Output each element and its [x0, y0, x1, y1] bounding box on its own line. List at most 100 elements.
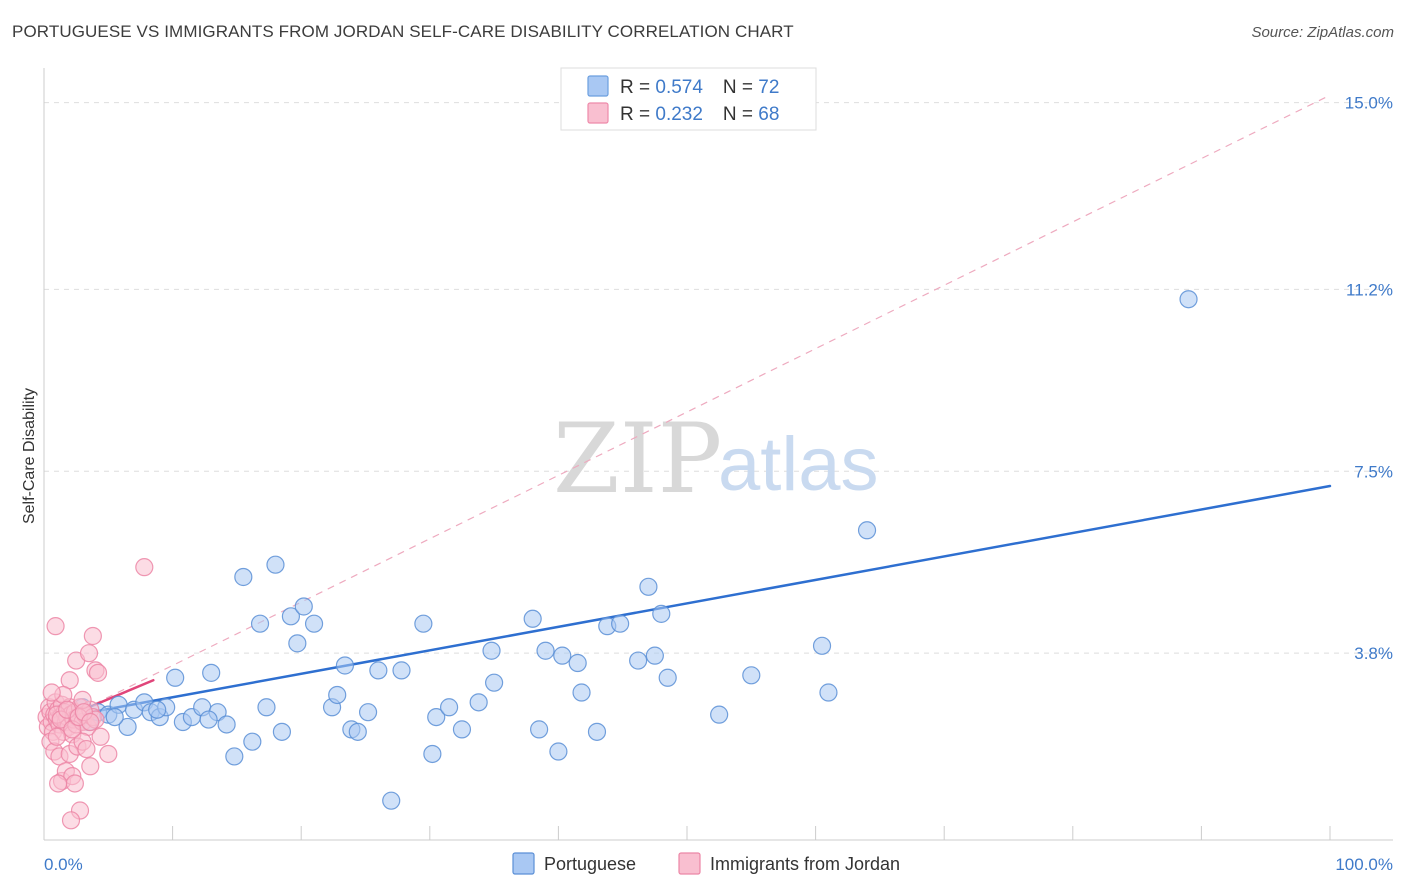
- jordan-point: [47, 727, 66, 746]
- portuguese-point: [439, 698, 459, 717]
- jordan-point: [49, 774, 68, 793]
- legend-row-jordan: R = 0.232 N = 68: [620, 104, 779, 125]
- legend-n-label: N =: [723, 77, 758, 98]
- portuguese-point: [257, 698, 276, 717]
- jordan-point: [81, 757, 100, 776]
- jordan-point: [91, 727, 110, 746]
- portuguese-point: [234, 567, 253, 587]
- jordan-trend-extension: [47, 94, 1331, 728]
- chart-title: PORTUGUESE VS IMMIGRANTS FROM JORDAN SEL…: [12, 22, 794, 41]
- portuguese-point: [469, 693, 488, 712]
- bottom-legend-swatch-jordan: [678, 852, 701, 875]
- portuguese-point: [281, 607, 301, 626]
- x-tick-label-min: 0.0%: [44, 855, 83, 874]
- trend-lines: [46, 94, 1332, 728]
- legend-n-label: N =: [723, 104, 758, 125]
- bottom-legend-swatch-portuguese: [512, 852, 535, 875]
- jordan-point: [81, 712, 100, 732]
- portuguese-point: [118, 717, 137, 737]
- jordan-point: [46, 617, 65, 636]
- grid-lines: [44, 102, 1393, 654]
- portuguese-point: [294, 597, 313, 616]
- watermark-zip: ZIP: [553, 403, 722, 515]
- jordan-point: [42, 683, 61, 702]
- legend-r-value: 0.574: [655, 77, 703, 98]
- portuguese-point: [335, 656, 355, 675]
- portuguese-point: [272, 722, 292, 741]
- legend-r-value: 0.232: [655, 104, 703, 125]
- portuguese-point: [148, 700, 167, 719]
- portuguese-point: [568, 653, 587, 673]
- portuguese-point: [427, 707, 446, 727]
- chart-source: Source: ZipAtlas.com: [1251, 24, 1394, 41]
- portuguese-point: [530, 720, 549, 739]
- portuguese-point: [812, 636, 832, 655]
- portuguese-point: [358, 703, 378, 722]
- legend-row-portuguese: R = 0.574 N = 72: [620, 77, 779, 98]
- portuguese-point: [199, 710, 218, 729]
- legend-swatch-jordan: [587, 102, 609, 124]
- legend-swatch-portuguese: [587, 75, 609, 97]
- x-tick-label-max: 100.0%: [1335, 855, 1393, 874]
- portuguese-point: [553, 646, 572, 665]
- portuguese-point: [166, 668, 185, 687]
- y-tick-label: 7.5%: [1354, 462, 1393, 481]
- jordan-point: [99, 744, 118, 764]
- portuguese-point: [243, 732, 262, 751]
- legend-n-value: 72: [758, 77, 779, 98]
- jordan-point: [77, 739, 96, 759]
- portuguese-point: [639, 577, 658, 596]
- portuguese-point: [348, 722, 367, 741]
- portuguese-point: [536, 641, 555, 660]
- legend-r-label: R =: [620, 104, 655, 125]
- portuguese-point: [328, 685, 347, 705]
- portuguese-point: [225, 747, 244, 766]
- bottom-legend-label-portuguese: Portuguese: [544, 854, 636, 874]
- jordan-point: [61, 811, 81, 830]
- jordan-point: [88, 663, 108, 682]
- legend-n-value: 68: [758, 104, 779, 125]
- y-tick-label: 3.8%: [1354, 644, 1393, 663]
- jordan-point: [79, 644, 99, 663]
- portuguese-point: [658, 668, 677, 687]
- portuguese-point: [629, 651, 648, 670]
- portuguese-point: [1179, 290, 1198, 309]
- top-legend: R = 0.574 N = 72 R = 0.232 N = 68: [560, 67, 817, 131]
- portuguese-point: [369, 661, 388, 680]
- portuguese-point: [572, 683, 591, 702]
- portuguese-point: [202, 663, 221, 682]
- y-tick-label: 15.0%: [1345, 94, 1393, 113]
- y-tick-label: 11.2%: [1346, 280, 1393, 299]
- portuguese-point: [452, 720, 472, 739]
- y-tick-labels: 3.8% 7.5% 11.2% 15.0%: [1345, 94, 1393, 664]
- portuguese-point: [250, 614, 270, 633]
- jordan-point: [135, 558, 154, 577]
- portuguese-point: [652, 604, 671, 623]
- legend-r-label: R =: [620, 77, 655, 98]
- jordan-point: [65, 774, 84, 793]
- bottom-legend-label-jordan: Immigrants from Jordan: [710, 854, 900, 874]
- portuguese-point: [423, 744, 442, 764]
- y-axis-label: Self-Care Disability: [21, 388, 38, 524]
- portuguese-point: [523, 609, 542, 628]
- portuguese-point: [710, 705, 729, 724]
- portuguese-point: [611, 614, 630, 633]
- portuguese-point: [485, 673, 504, 692]
- portuguese-point: [482, 641, 501, 660]
- portuguese-point: [217, 715, 236, 734]
- bottom-legend: Portuguese Immigrants from Jordan: [512, 852, 900, 875]
- portuguese-point: [549, 742, 568, 761]
- portuguese-point: [819, 683, 838, 702]
- portuguese-point: [857, 521, 877, 540]
- data-points: [37, 290, 1198, 830]
- portuguese-point: [105, 707, 124, 727]
- portuguese-point: [266, 555, 285, 574]
- portuguese-trend-line: [49, 484, 1332, 721]
- portuguese-point: [645, 646, 664, 665]
- jordan-point: [83, 626, 102, 646]
- portuguese-point: [392, 661, 411, 680]
- portuguese-point: [742, 666, 761, 685]
- watermark: ZIP atlas: [553, 403, 879, 515]
- portuguese-point: [587, 722, 607, 741]
